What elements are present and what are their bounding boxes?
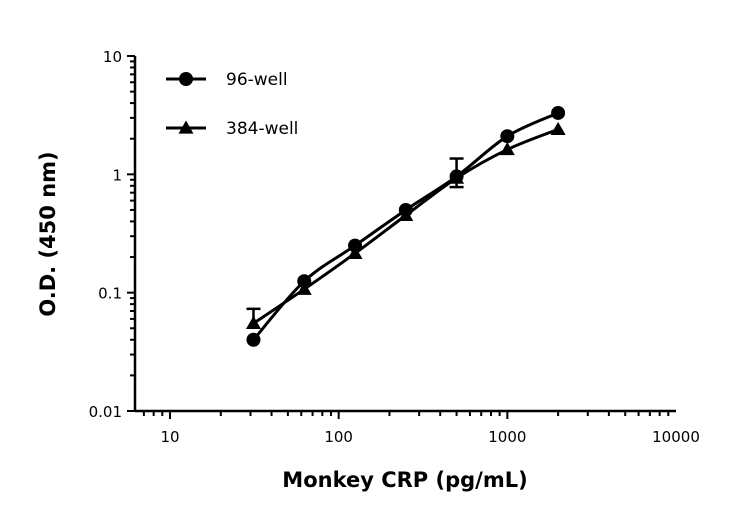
x-axis-label: Monkey CRP (pg/mL) (282, 468, 527, 492)
axes: 10 100 1000 10000 0.01 0.1 1 10 (89, 48, 700, 446)
x-tick-label: 1000 (488, 428, 526, 446)
x-tick-label: 10 (160, 428, 179, 446)
triangle-marker (449, 170, 465, 184)
triangle-marker (398, 207, 414, 221)
triangle-marker (347, 245, 363, 259)
triangle-marker (245, 315, 261, 330)
circle-marker (179, 72, 193, 86)
series-96-well (246, 105, 566, 347)
x-tick-label: 100 (324, 428, 353, 446)
circle-marker (551, 105, 566, 120)
marks (245, 105, 566, 347)
triangle-marker (178, 120, 194, 134)
y-tick-label: 0.01 (89, 403, 122, 421)
series-384-well (245, 121, 566, 330)
y-tick-label: 1 (112, 166, 122, 184)
legend-label: 96-well (226, 70, 288, 90)
circle-marker (246, 332, 261, 347)
x-tick-label: 10000 (652, 428, 700, 446)
triangle-marker (550, 121, 566, 135)
y-tick-label: 10 (103, 48, 122, 66)
legend: 96-well 384-well (166, 70, 298, 139)
legend-label: 384-well (226, 119, 298, 139)
circle-marker (297, 274, 312, 289)
y-axis-label: O.D. (450 nm) (36, 151, 60, 316)
circle-marker (500, 129, 515, 144)
triangle-marker (296, 281, 312, 295)
triangle-marker (499, 142, 515, 156)
y-tick-label: 0.1 (98, 285, 122, 303)
